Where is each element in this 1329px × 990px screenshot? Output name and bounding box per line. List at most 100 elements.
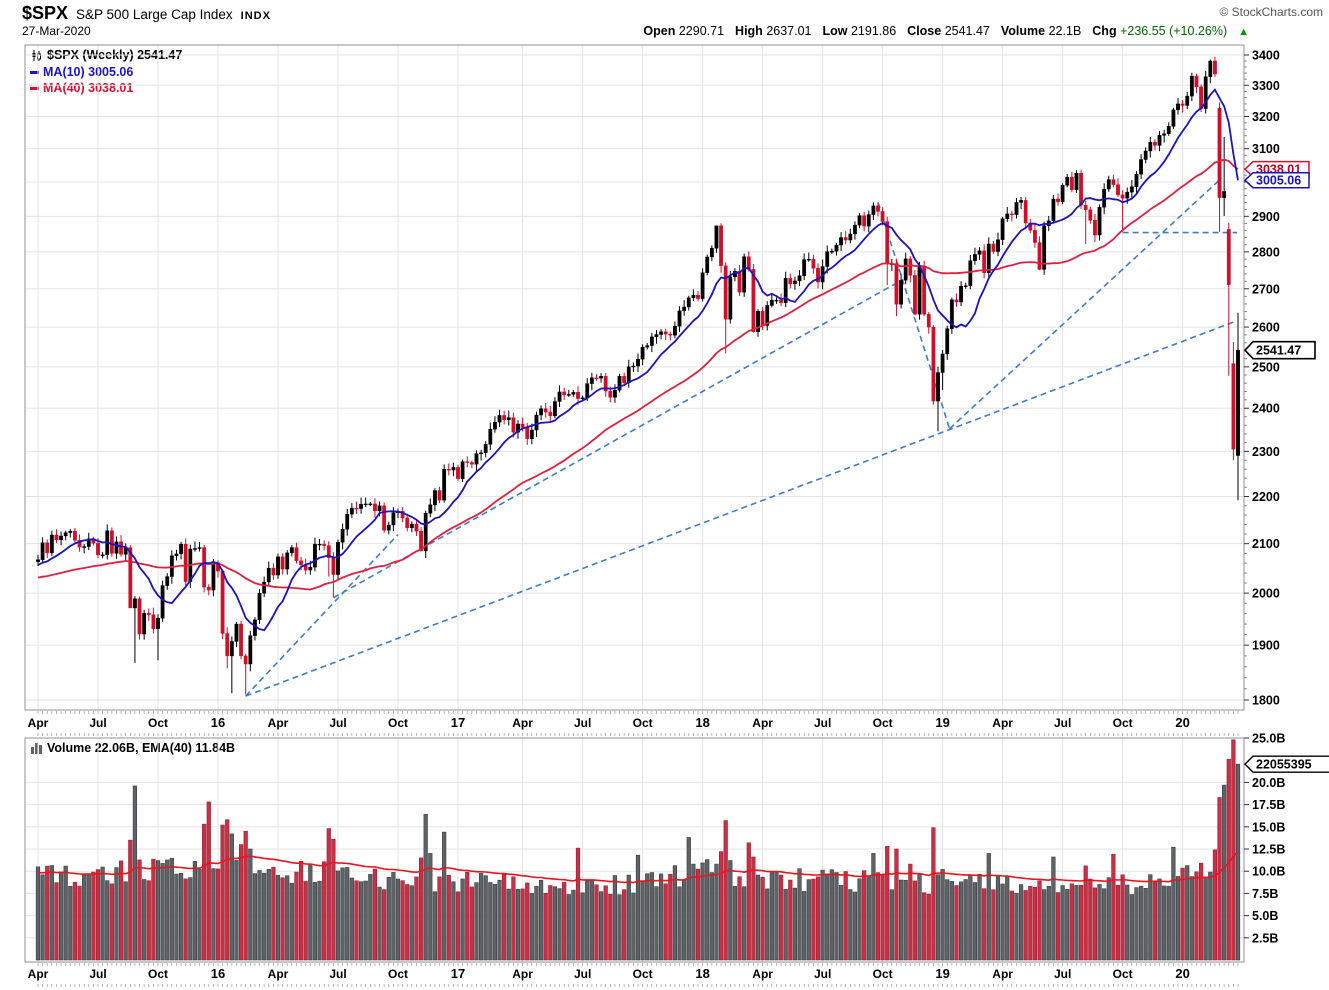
svg-text:17.5B: 17.5B [1252, 798, 1285, 812]
axes: 1800 1900 2000 2100 2200 2300 2400 2500 2600 2700… [1244, 49, 1285, 945]
svg-text:25.0B: 25.0B [1252, 732, 1285, 746]
svg-text:Jul: Jul [89, 716, 106, 730]
svg-text:15.0B: 15.0B [1252, 820, 1285, 834]
svg-text:3005.06: 3005.06 [1256, 174, 1301, 188]
svg-text:2200: 2200 [1252, 490, 1280, 504]
chg-label: Chg [1092, 24, 1117, 38]
svg-text:Oct: Oct [148, 967, 168, 981]
svg-text:Oct: Oct [1113, 716, 1133, 730]
svg-text:10.0B: 10.0B [1252, 865, 1285, 879]
svg-text:20: 20 [1175, 715, 1189, 730]
svg-text:Jul: Jul [329, 716, 346, 730]
ma10 [37, 88, 1239, 632]
svg-text:19: 19 [935, 966, 949, 981]
volume-legend-label: Volume 22.06B, EMA(40) 11.84B [47, 741, 236, 755]
svg-text:16: 16 [211, 966, 225, 981]
svg-text:1800: 1800 [1252, 694, 1280, 708]
chart-header: $SPX S&P 500 Large Cap Index INDX [22, 3, 271, 24]
open-value: 2290.71 [678, 24, 725, 38]
svg-text:Apr: Apr [28, 716, 49, 730]
open-label: Open [643, 24, 676, 38]
svg-text:3100: 3100 [1252, 142, 1280, 156]
volume-bars [35, 739, 1241, 961]
trendline-steep-2016-trendline [245, 533, 399, 697]
svg-text:Oct: Oct [388, 716, 408, 730]
svg-text:1900: 1900 [1252, 639, 1280, 653]
svg-text:Apr: Apr [512, 716, 533, 730]
high-value: 2637.01 [766, 24, 812, 38]
trendline-2019-uptrend-from-dec-2018-low [948, 177, 1223, 430]
svg-text:Jul: Jul [89, 967, 106, 981]
close-value: 2541.47 [944, 24, 990, 38]
svg-text:19: 19 [935, 715, 949, 730]
svg-text:17: 17 [451, 966, 465, 981]
ma40 [37, 158, 1239, 591]
svg-text:20: 20 [1175, 966, 1189, 981]
svg-text:3400: 3400 [1252, 49, 1280, 63]
svg-text:Jul: Jul [329, 967, 346, 981]
svg-text:Oct: Oct [633, 716, 653, 730]
volume-label: Volume [1000, 24, 1046, 38]
svg-text:Oct: Oct [633, 967, 653, 981]
svg-text:Apr: Apr [512, 967, 533, 981]
ma10-line [37, 88, 1239, 632]
svg-text:12.5B: 12.5B [1252, 843, 1285, 857]
svg-text:5.0B: 5.0B [1252, 909, 1278, 923]
svg-text:Jul: Jul [814, 967, 831, 981]
quote-strip: Open 2290.71 High 2637.01 Low 2191.86 Cl… [643, 24, 1249, 38]
ma10-swatch-icon [30, 70, 39, 74]
low-label: Low [822, 24, 848, 38]
svg-text:2900: 2900 [1252, 210, 1280, 224]
ma40-line [37, 158, 1239, 591]
copyright: © StockCharts.com [1219, 5, 1323, 19]
tick-strips [37, 711, 1239, 987]
volume-ema [37, 851, 1239, 884]
svg-text:Oct: Oct [148, 716, 168, 730]
low-value: 2191.86 [850, 24, 897, 38]
svg-text:2000: 2000 [1252, 587, 1280, 601]
svg-text:Oct: Oct [873, 716, 893, 730]
svg-text:2700: 2700 [1252, 282, 1280, 296]
chart-date: 27-Mar-2020 [22, 24, 91, 38]
svg-text:2100: 2100 [1252, 537, 1280, 551]
svg-text:Apr: Apr [992, 967, 1013, 981]
svg-text:7.5B: 7.5B [1252, 887, 1278, 901]
high-label: High [735, 24, 763, 38]
svg-text:Jul: Jul [814, 716, 831, 730]
svg-text:2300: 2300 [1252, 445, 1280, 459]
svg-text:2800: 2800 [1252, 245, 1280, 259]
exchange-label: INDX [240, 10, 271, 22]
volume-value: 22.1B [1048, 24, 1082, 38]
ma10-legend: MA(10) 3005.06 [30, 65, 133, 79]
svg-text:Jul: Jul [574, 716, 591, 730]
svg-text:17: 17 [451, 715, 465, 730]
svg-text:Oct: Oct [388, 967, 408, 981]
volume-ema40-line [37, 851, 1239, 884]
ma40-legend: MA(40) 3038.01 [30, 81, 133, 95]
svg-text:3300: 3300 [1252, 79, 1280, 93]
page-title: S&P 500 Large Cap Index [76, 7, 233, 22]
close-label: Close [907, 24, 942, 38]
trendline-long-uptrend-from-2016-low [245, 320, 1236, 697]
svg-text:16: 16 [211, 715, 225, 730]
svg-text:Apr: Apr [752, 716, 773, 730]
svg-text:2600: 2600 [1252, 321, 1280, 335]
svg-text:Apr: Apr [268, 716, 289, 730]
svg-text:2541.47: 2541.47 [1256, 344, 1301, 358]
svg-text:18: 18 [695, 715, 709, 730]
svg-text:18: 18 [695, 966, 709, 981]
svg-text:Jul: Jul [1054, 716, 1071, 730]
svg-text:2500: 2500 [1252, 360, 1280, 374]
svg-text:Jul: Jul [574, 967, 591, 981]
svg-text:22055395: 22055395 [1256, 758, 1312, 772]
svg-text:3200: 3200 [1252, 110, 1280, 124]
svg-text:Apr: Apr [752, 967, 773, 981]
volume-legend: Volume 22.06B, EMA(40) 11.84B [30, 741, 235, 755]
chg-value: +236.55 (+10.26%) [1120, 24, 1228, 38]
trendlines [245, 177, 1238, 697]
ma40-swatch-icon [30, 86, 39, 90]
svg-text:2.5B: 2.5B [1252, 931, 1278, 945]
